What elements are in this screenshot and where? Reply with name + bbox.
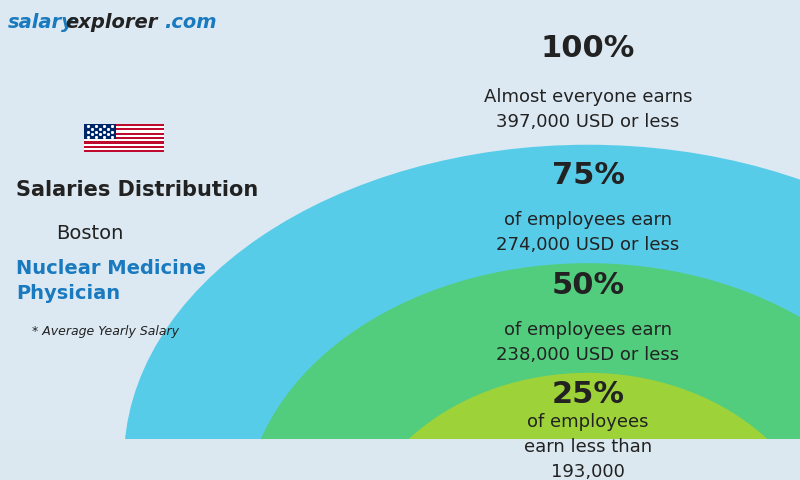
Bar [84, 131, 164, 132]
Bar [84, 148, 164, 150]
Bar [84, 124, 164, 153]
Text: 75%: 75% [551, 161, 625, 190]
Ellipse shape [244, 263, 800, 480]
Text: 50%: 50% [551, 271, 625, 300]
Text: 100%: 100% [541, 34, 635, 63]
Text: .com: .com [164, 13, 217, 32]
Bar [84, 144, 164, 146]
Bar [84, 124, 116, 139]
Text: * Average Yearly Salary: * Average Yearly Salary [32, 324, 179, 337]
Text: of employees earn
238,000 USD or less: of employees earn 238,000 USD or less [497, 321, 679, 364]
Bar [84, 139, 164, 142]
Bar [84, 135, 164, 137]
Bar [84, 126, 164, 128]
Text: 25%: 25% [551, 380, 625, 409]
Text: of employees earn
274,000 USD or less: of employees earn 274,000 USD or less [496, 211, 680, 254]
Text: Salaries Distribution: Salaries Distribution [16, 180, 258, 200]
Ellipse shape [124, 145, 800, 480]
Text: explorer: explorer [66, 13, 158, 32]
Text: Nuclear Medicine
Physician: Nuclear Medicine Physician [16, 259, 206, 303]
Text: Boston: Boston [56, 224, 123, 243]
Text: of employees
earn less than
193,000: of employees earn less than 193,000 [524, 413, 652, 480]
Ellipse shape [348, 373, 800, 480]
Text: salary: salary [8, 13, 75, 32]
Text: Almost everyone earns
397,000 USD or less: Almost everyone earns 397,000 USD or les… [484, 88, 692, 131]
